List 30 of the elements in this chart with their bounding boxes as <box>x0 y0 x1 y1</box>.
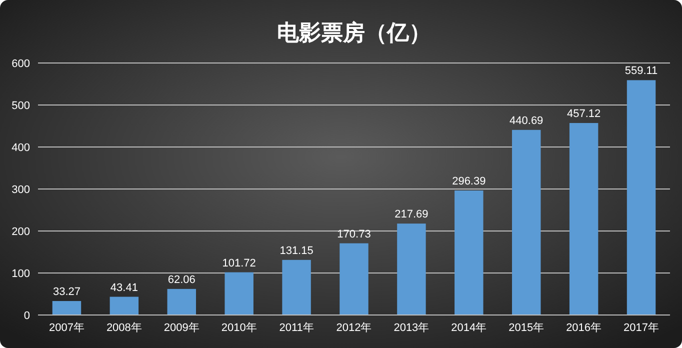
x-tick-label: 2008年 <box>106 322 142 334</box>
x-tick-label: 2015年 <box>508 322 544 334</box>
y-tick-label: 200 <box>12 226 30 238</box>
x-tick-label: 2011年 <box>279 322 314 334</box>
data-label: 33.27 <box>52 286 80 298</box>
data-label: 457.12 <box>566 108 601 120</box>
y-tick-label: 500 <box>12 100 30 112</box>
data-label: 101.72 <box>222 257 256 270</box>
data-label: 170.73 <box>337 228 371 240</box>
data-label: 559.11 <box>624 65 658 78</box>
data-label: 296.39 <box>452 176 486 188</box>
y-tick-label: 300 <box>12 184 30 196</box>
data-label: 131.15 <box>280 244 314 257</box>
x-tick-label: 2010年 <box>221 322 257 334</box>
chart-title: 电影票房（亿） <box>277 20 431 45</box>
x-tick-label: 2012年 <box>336 322 372 334</box>
y-tick-label: 100 <box>12 268 30 280</box>
x-tick-label: 2013年 <box>394 322 430 334</box>
data-label: 43.41 <box>110 282 138 294</box>
x-tick-label: 2007年 <box>48 322 84 334</box>
y-tick-label: 400 <box>12 142 30 154</box>
x-tick-label: 2014年 <box>451 322 487 334</box>
data-label: 440.69 <box>510 114 544 127</box>
y-tick-label: 0 <box>24 310 30 322</box>
x-tick-label: 2017年 <box>624 322 660 334</box>
data-label: 217.69 <box>394 208 428 221</box>
y-tick-label: 600 <box>12 58 30 70</box>
data-label: 62.06 <box>168 274 196 286</box>
x-tick-label: 2016年 <box>566 322 602 334</box>
x-tick-label: 2009年 <box>164 322 200 334</box>
